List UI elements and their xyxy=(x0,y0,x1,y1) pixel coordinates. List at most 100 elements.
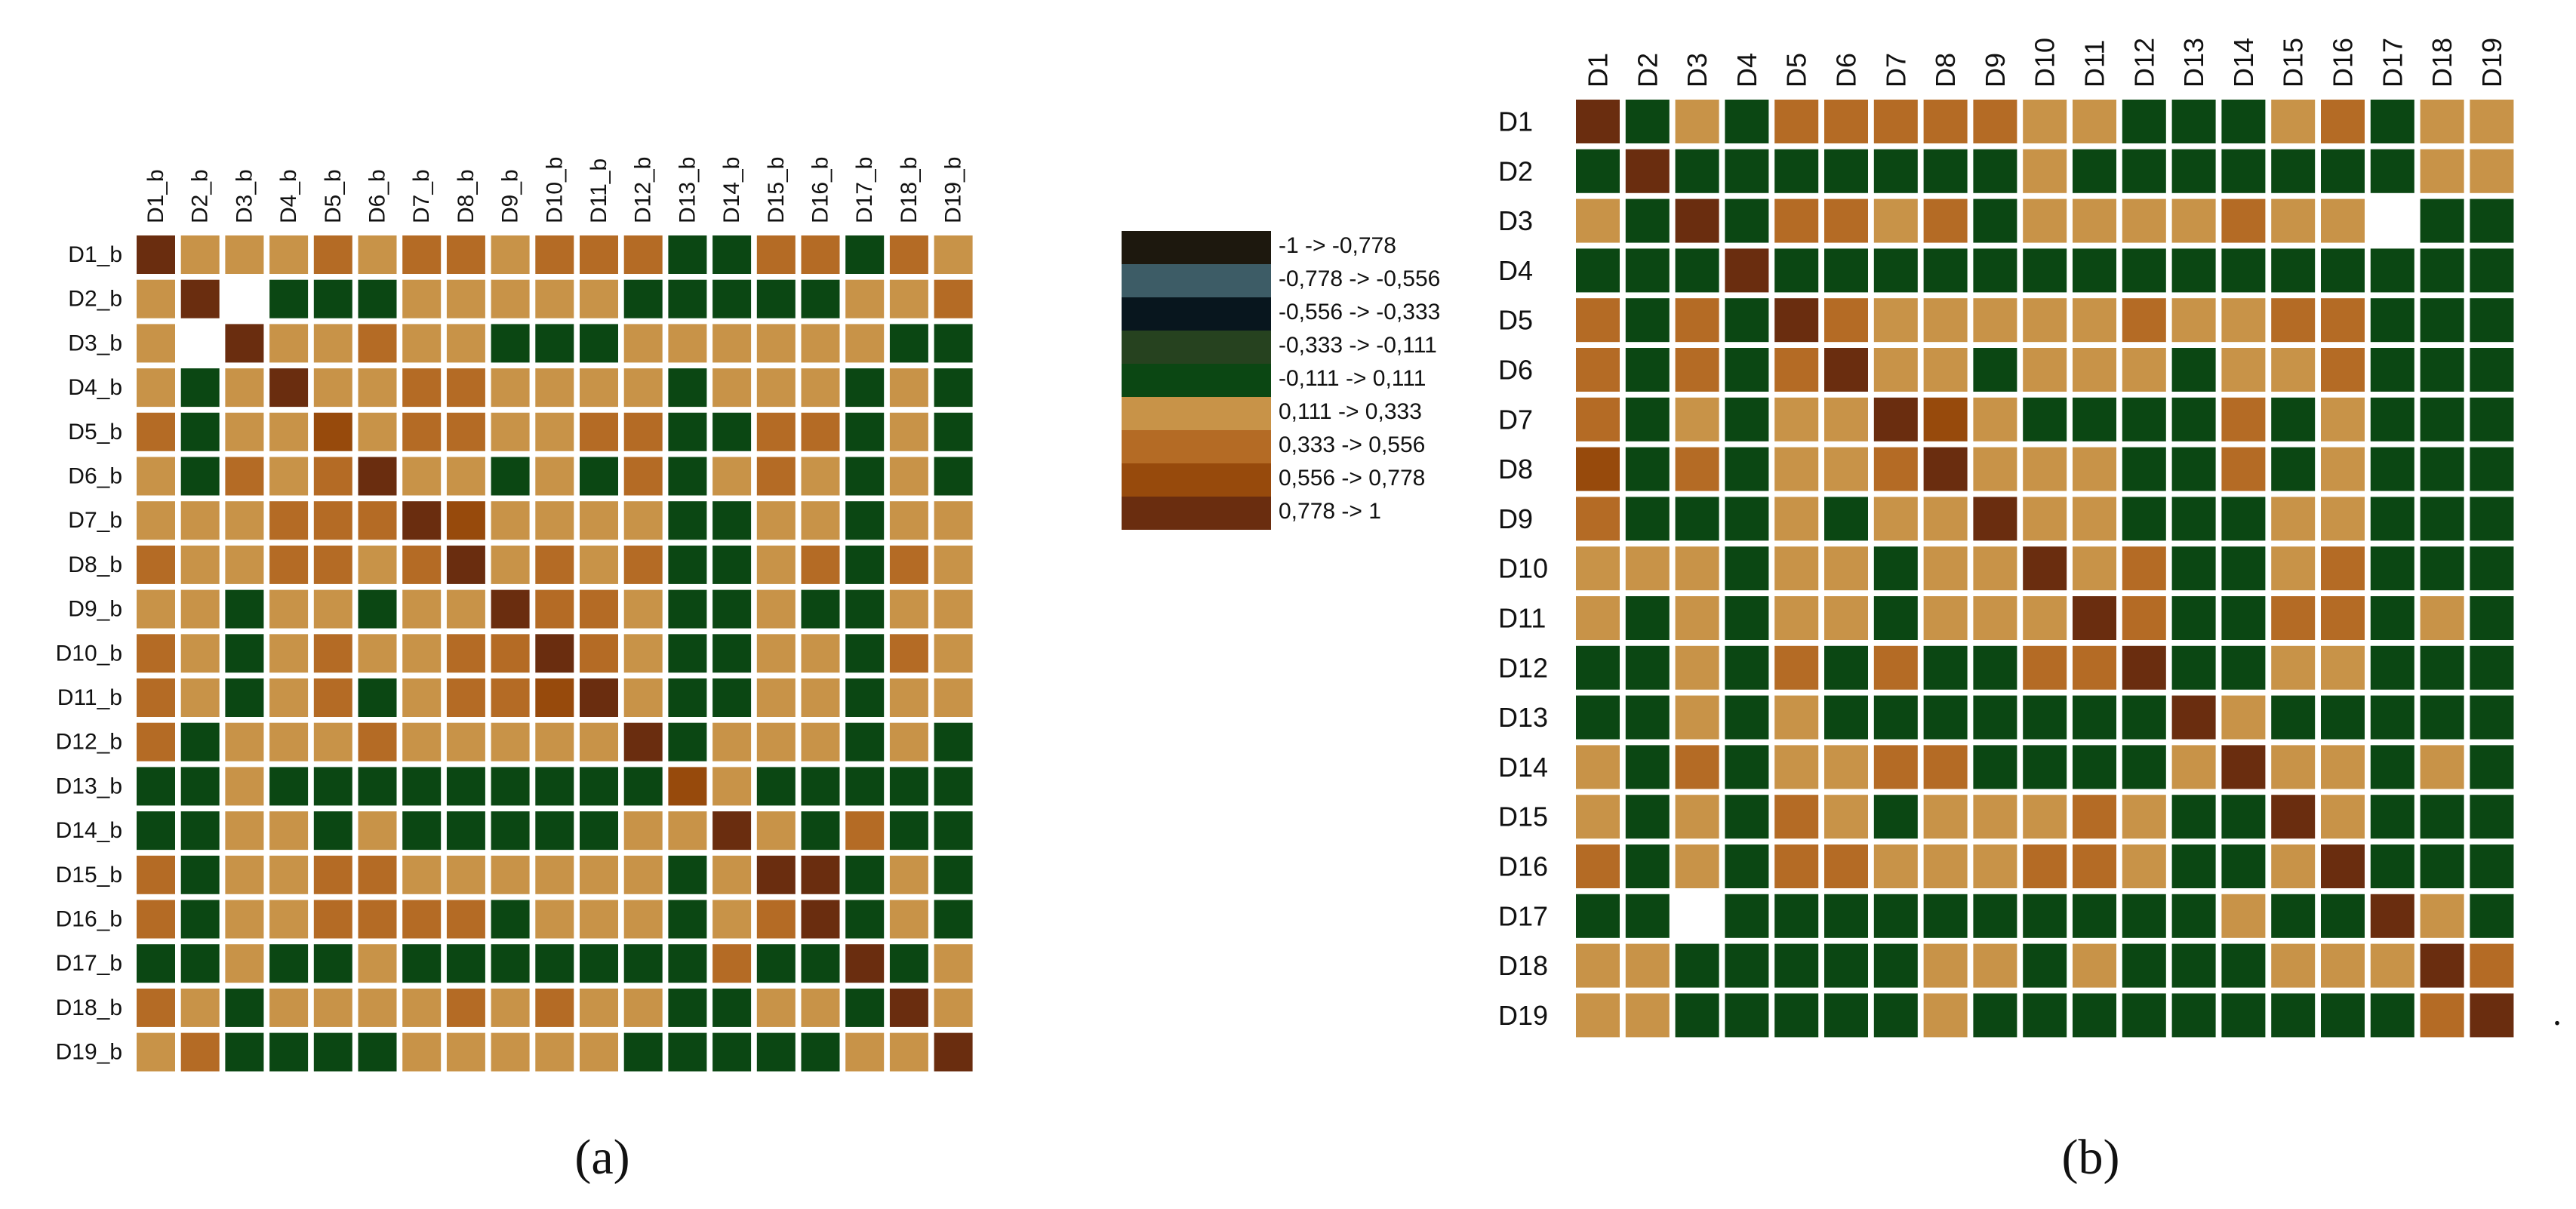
column-label: D8_b xyxy=(454,169,479,223)
heatmap-cell xyxy=(845,279,885,318)
heatmap-cell xyxy=(580,1032,618,1072)
heatmap-cell xyxy=(1873,745,1918,789)
heatmap-cell xyxy=(137,722,175,761)
heatmap-cell xyxy=(1625,348,1670,392)
heatmap-cell xyxy=(2122,993,2166,1038)
heatmap-cell xyxy=(180,811,220,851)
heatmap-cell xyxy=(801,811,840,851)
heatmap-cell xyxy=(845,678,885,717)
heatmap-cell xyxy=(2171,447,2216,491)
heatmap-cell xyxy=(2171,100,2216,143)
heatmap-cell xyxy=(313,1032,352,1072)
heatmap-cell xyxy=(402,944,442,983)
heatmap-cell xyxy=(1576,447,1620,491)
heatmap-cell xyxy=(1873,894,1918,938)
heatmap-cell xyxy=(2420,645,2464,690)
heatmap-cell xyxy=(2023,993,2067,1038)
heatmap-cell xyxy=(889,457,928,496)
heatmap-cell xyxy=(402,279,442,318)
heatmap-cell xyxy=(845,855,885,894)
heatmap-cell xyxy=(402,589,442,629)
heatmap-cell xyxy=(1923,497,1968,541)
heatmap-cell xyxy=(1625,894,1670,938)
heatmap-cell xyxy=(934,811,973,851)
heatmap-cell xyxy=(225,324,264,363)
heatmap-cell xyxy=(712,678,752,717)
heatmap-cell xyxy=(623,545,663,584)
row-label: D7 xyxy=(1498,404,1533,435)
heatmap-cell xyxy=(446,722,485,761)
heatmap-cell xyxy=(2171,248,2216,293)
heatmap-cell xyxy=(269,412,309,451)
heatmap-cell xyxy=(535,457,574,496)
heatmap-cell xyxy=(1923,149,1968,193)
heatmap-cell xyxy=(2271,546,2316,591)
heatmap-cell xyxy=(668,501,707,540)
heatmap-cell xyxy=(1873,447,1918,491)
column-label: D3_b xyxy=(232,169,257,223)
heatmap-cell xyxy=(934,988,973,1027)
heatmap-cell xyxy=(756,634,796,673)
heatmap-cell xyxy=(934,900,973,939)
heatmap-cell xyxy=(180,678,220,717)
heatmap-cell xyxy=(623,855,663,894)
heatmap-cell xyxy=(2221,993,2266,1038)
heatmap-cell xyxy=(446,545,485,584)
heatmap-cell xyxy=(1576,943,1620,988)
color-legend: -1 -> -0,778 -0,778 -> -0,556 -0,556 -> -0… xyxy=(1122,231,1440,530)
heatmap-cell xyxy=(491,634,530,673)
heatmap-cell xyxy=(1725,596,1769,640)
heatmap-cell xyxy=(180,855,220,894)
heatmap-cell xyxy=(137,324,175,363)
heatmap-cell xyxy=(1923,745,1968,789)
row-label: D1_b xyxy=(68,242,122,267)
heatmap-cell xyxy=(1973,198,2017,243)
trailing-period: . xyxy=(2553,993,2562,1033)
heatmap-cell xyxy=(668,324,707,363)
column-label: D2_b xyxy=(188,169,213,223)
heatmap-cell xyxy=(801,324,840,363)
heatmap-cell xyxy=(358,589,397,629)
heatmap-cell xyxy=(1873,546,1918,591)
heatmap-cell xyxy=(801,634,840,673)
heatmap-cell xyxy=(2171,546,2216,591)
heatmap-cell xyxy=(1774,795,1819,839)
heatmap-cell xyxy=(1973,894,2017,938)
heatmap-cell xyxy=(2271,497,2316,541)
column-label: D7_b xyxy=(409,169,434,223)
row-label: D8_b xyxy=(68,552,122,577)
heatmap-cell xyxy=(845,722,885,761)
heatmap-cell xyxy=(2370,248,2414,293)
heatmap-cell xyxy=(2073,149,2116,193)
heatmap-cell xyxy=(2122,596,2166,640)
heatmap-cell xyxy=(1625,149,1670,193)
heatmap-cell xyxy=(712,722,752,761)
heatmap-cell xyxy=(2073,596,2116,640)
heatmap-cell xyxy=(1576,844,1620,888)
heatmap-cell xyxy=(668,678,707,717)
heatmap-cell xyxy=(225,279,264,318)
heatmap-cell xyxy=(180,235,220,274)
heatmap-cell xyxy=(2023,298,2067,343)
heatmap-cell xyxy=(1774,844,1819,888)
heatmap-cell xyxy=(491,722,530,761)
heatmap-cell xyxy=(2420,397,2464,441)
heatmap-cell xyxy=(491,767,530,806)
heatmap-cell xyxy=(2420,447,2464,491)
heatmap-cell xyxy=(2122,745,2166,789)
heatmap-cell xyxy=(668,235,707,274)
heatmap-cell xyxy=(1725,894,1769,938)
heatmap-panel-a: D1_b D2_b D3_b D4_b D5_b D6_b D7_b D8_b D9_b D10_… xyxy=(56,157,973,1072)
column-label: D6_b xyxy=(365,169,390,223)
heatmap-cell xyxy=(2470,100,2514,143)
heatmap-cell xyxy=(1725,100,1769,143)
heatmap-cell xyxy=(2171,695,2216,740)
heatmap-cell xyxy=(269,235,309,274)
heatmap-cell xyxy=(491,944,530,983)
heatmap-cell xyxy=(889,235,928,274)
heatmap-cell xyxy=(2321,645,2365,690)
heatmap-cell xyxy=(934,1032,973,1072)
heatmap-cell xyxy=(535,722,574,761)
heatmap-cell xyxy=(402,501,442,540)
heatmap-cell xyxy=(1675,695,1719,740)
